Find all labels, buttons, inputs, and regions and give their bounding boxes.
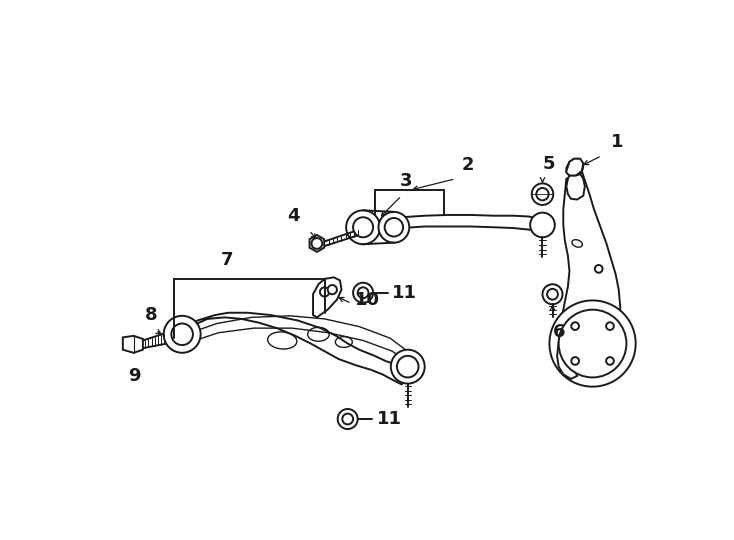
Circle shape — [164, 316, 200, 353]
Text: 3: 3 — [400, 172, 413, 190]
Circle shape — [606, 322, 614, 330]
Text: 5: 5 — [542, 154, 555, 173]
Circle shape — [571, 357, 579, 365]
Text: 8: 8 — [145, 306, 158, 325]
Circle shape — [385, 218, 403, 237]
Circle shape — [530, 213, 555, 237]
Circle shape — [531, 184, 553, 205]
Circle shape — [357, 287, 368, 298]
Circle shape — [397, 356, 418, 377]
Circle shape — [327, 285, 337, 294]
Circle shape — [571, 322, 579, 330]
Text: 11: 11 — [377, 410, 402, 428]
Polygon shape — [557, 333, 577, 379]
Circle shape — [550, 300, 636, 387]
Polygon shape — [313, 278, 341, 318]
Circle shape — [547, 289, 558, 300]
Circle shape — [346, 210, 380, 244]
Text: 7: 7 — [221, 251, 233, 269]
Circle shape — [537, 188, 548, 200]
Circle shape — [390, 350, 425, 383]
Polygon shape — [560, 171, 620, 363]
Polygon shape — [567, 159, 584, 176]
Polygon shape — [567, 159, 584, 175]
Circle shape — [353, 217, 373, 237]
Text: 9: 9 — [128, 367, 141, 384]
Text: 10: 10 — [355, 292, 380, 309]
Text: 4: 4 — [288, 207, 300, 225]
Circle shape — [342, 414, 353, 424]
Circle shape — [338, 409, 357, 429]
Circle shape — [595, 265, 603, 273]
Circle shape — [320, 287, 330, 296]
Circle shape — [353, 283, 373, 303]
Polygon shape — [170, 313, 413, 384]
Polygon shape — [310, 235, 324, 252]
Circle shape — [171, 323, 193, 345]
Text: 6: 6 — [553, 323, 565, 341]
Circle shape — [606, 357, 614, 365]
Circle shape — [311, 238, 322, 249]
Text: 1: 1 — [611, 133, 623, 151]
Circle shape — [542, 284, 562, 304]
Polygon shape — [567, 174, 585, 200]
Text: 11: 11 — [393, 284, 418, 302]
Polygon shape — [123, 336, 143, 353]
Circle shape — [559, 309, 626, 377]
Text: 2: 2 — [462, 156, 474, 174]
Circle shape — [379, 212, 410, 242]
Polygon shape — [363, 215, 540, 232]
